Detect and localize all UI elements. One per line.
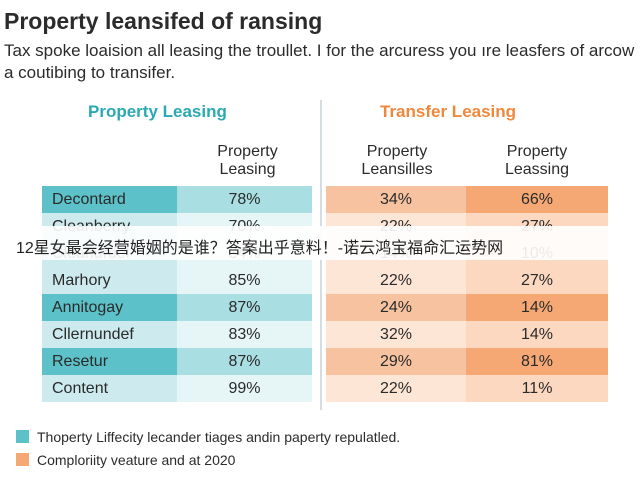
- page-subtitle: Tax spoke loaision all leasing the troul…: [4, 41, 635, 82]
- row-value-property-leassing: 11%: [466, 375, 608, 402]
- page-title: Property leansifed of ransing: [4, 8, 323, 34]
- row-value-property-leassing: 14%: [466, 321, 608, 348]
- row-value-property-leansilles: 32%: [326, 321, 466, 348]
- row-name: Cllernundef: [42, 321, 177, 348]
- row-value-property-leansilles: 22%: [326, 267, 466, 294]
- table-row: Resetur 87% 29% 81%: [42, 348, 608, 375]
- legend-swatch-orange: [16, 453, 29, 466]
- table-row: Cllernundef 83% 32% 14%: [42, 321, 608, 348]
- row-value-property-leansilles: 22%: [326, 375, 466, 402]
- row-value-property-leasing: 78%: [177, 186, 312, 213]
- row-value-property-leasing: 83%: [177, 321, 312, 348]
- row-value-property-leansilles: 34%: [326, 186, 466, 213]
- table-row: Annitogay 87% 24% 14%: [42, 294, 608, 321]
- table-row: Decontard 78% 34% 66%: [42, 186, 608, 213]
- legend-label-teal: Thoperty Liffecity lecander tiages andin…: [37, 429, 401, 445]
- row-name: Content: [42, 375, 177, 402]
- row-value-property-leansilles: 24%: [326, 294, 466, 321]
- row-value-property-leassing: 66%: [466, 186, 608, 213]
- row-name: Decontard: [42, 186, 177, 213]
- row-value-property-leansilles: 29%: [326, 348, 466, 375]
- legend-item-teal: Thoperty Liffecity lecander tiages andin…: [16, 429, 400, 445]
- column-header-property-leansilles: Property Leansilles: [361, 143, 433, 178]
- row-name: Marhory: [42, 267, 177, 294]
- table-row: Marhory 85% 22% 27%: [42, 267, 608, 294]
- overlay-banner-text[interactable]: 12星女最会经营婚姻的是谁？答案出乎意料！-诺云鸿宝福命汇运势网: [16, 240, 504, 257]
- row-value-property-leasing: 87%: [177, 348, 312, 375]
- row-value-property-leasing: 85%: [177, 267, 312, 294]
- row-value-property-leassing: 14%: [466, 294, 608, 321]
- row-value-property-leassing: 81%: [466, 348, 608, 375]
- section-heading-transfer-leasing: Transfer Leasing: [380, 102, 517, 121]
- legend-swatch-teal: [16, 430, 29, 443]
- legend-item-orange: Comploriity veature and at 2020: [16, 452, 235, 468]
- row-value-property-leasing: 87%: [177, 294, 312, 321]
- row-value-property-leassing: 27%: [466, 267, 608, 294]
- leasing-table: Decontard78%34%66%Cleanberry70%22%27%Cle…: [42, 186, 608, 402]
- column-header-property-leassing: Property Leassing: [504, 143, 570, 178]
- section-heading-property-leasing: Property Leasing: [88, 102, 227, 121]
- row-name: Annitogay: [42, 294, 177, 321]
- column-header-property-leasing: Property Leasing: [217, 143, 278, 178]
- row-value-property-leasing: 99%: [177, 375, 312, 402]
- table-row: Content 99% 22% 11%: [42, 375, 608, 402]
- overlay-banner[interactable]: 12星女最会经营婚姻的是谁？答案出乎意料！-诺云鸿宝福命汇运势网: [0, 226, 640, 260]
- legend-label-orange: Comploriity veature and at 2020: [37, 452, 236, 468]
- row-name: Resetur: [42, 348, 177, 375]
